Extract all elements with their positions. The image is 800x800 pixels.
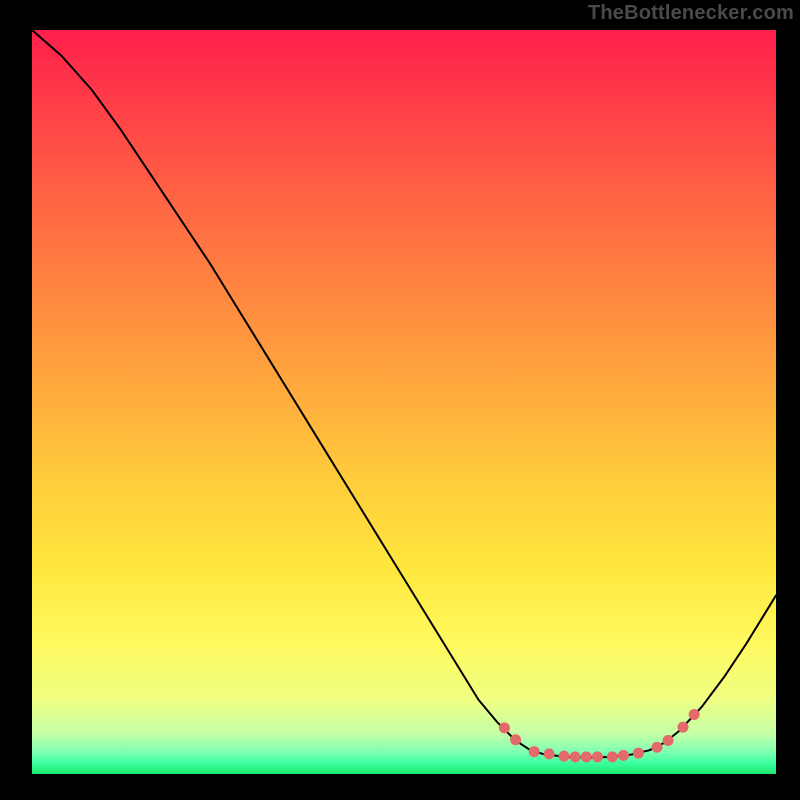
plot-svg <box>32 30 776 774</box>
marker-dot <box>570 752 580 762</box>
marker-dot <box>689 709 699 719</box>
marker-dot <box>511 735 521 745</box>
marker-dot <box>607 752 617 762</box>
marker-dot <box>559 751 569 761</box>
marker-dot <box>499 723 509 733</box>
marker-dot <box>652 742 662 752</box>
plot-area <box>32 30 776 774</box>
marker-dot <box>633 748 643 758</box>
watermark-text: TheBottlenecker.com <box>588 2 794 25</box>
marker-dot <box>618 750 628 760</box>
marker-dot <box>663 736 673 746</box>
marker-dot <box>529 747 539 757</box>
marker-dot <box>544 749 554 759</box>
chart-stage: TheBottlenecker.com <box>0 0 800 800</box>
marker-dot <box>592 752 602 762</box>
marker-dot <box>581 752 591 762</box>
gradient-background <box>32 30 776 774</box>
marker-dot <box>678 722 688 732</box>
